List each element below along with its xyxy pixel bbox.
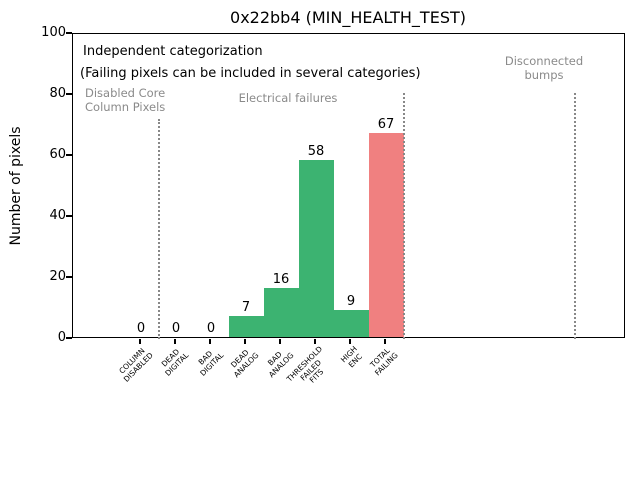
bar-value-label: 7 <box>241 299 251 315</box>
x-tick-mark <box>139 339 141 344</box>
x-tick-mark <box>314 339 316 344</box>
annotation-independent-categorization: Independent categorization <box>83 44 263 59</box>
y-tick-mark <box>66 276 72 278</box>
bar <box>368 132 404 337</box>
y-tick-mark <box>66 154 72 156</box>
bar-value-label: 0 <box>136 321 146 336</box>
y-tick-label: 100 <box>41 25 66 40</box>
y-tick-label: 80 <box>49 86 66 101</box>
y-tick-label: 0 <box>57 330 66 345</box>
bar <box>333 309 369 337</box>
bar-value-label: 16 <box>272 272 290 288</box>
section-label-disabled-core-column-pixels: Disabled Core Column Pixels <box>85 86 166 114</box>
x-tick-mark <box>349 339 351 344</box>
x-tick-mark <box>244 339 246 344</box>
y-tick-label: 20 <box>49 269 66 284</box>
x-tick-mark <box>174 339 176 344</box>
chart-title: 0x22bb4 (MIN_HEALTH_TEST) <box>230 8 466 27</box>
y-tick-mark <box>66 32 72 34</box>
bar-value-label: 67 <box>377 116 395 132</box>
annotation-failing-pixels-note: (Failing pixels can be included in sever… <box>80 66 421 81</box>
y-tick-mark <box>66 215 72 217</box>
y-tick-mark <box>66 337 72 339</box>
x-tick-label: BAD DIGITAL <box>196 348 225 378</box>
bar <box>228 315 264 337</box>
y-tick-label: 40 <box>49 208 66 223</box>
plot-area: 0 0 0 7 16 58 9 67 Independent categorization (… <box>72 33 625 339</box>
y-tick-mark <box>66 93 72 95</box>
y-tick-label: 60 <box>49 147 66 162</box>
bar-value-label: 0 <box>171 321 181 336</box>
bar <box>263 288 299 337</box>
x-tick-label: DEAD DIGITAL <box>159 347 190 378</box>
bar-value-label: 58 <box>307 144 325 160</box>
section-label-electrical-failures: Electrical failures <box>238 91 338 105</box>
y-axis-label: Number of pixels <box>8 126 24 246</box>
x-tick-label: HIGH ENC <box>338 344 364 370</box>
x-tick-label: DEAD ANALOG <box>228 347 260 379</box>
x-tick-mark <box>384 339 386 344</box>
x-tick-label: COLUMN DISABLED <box>117 346 155 384</box>
section-separator-line <box>574 93 576 339</box>
section-separator-line <box>402 93 405 339</box>
x-tick-mark <box>209 339 211 344</box>
bar-value-label: 9 <box>346 293 356 309</box>
bar-value-label: 0 <box>206 321 216 336</box>
bar <box>298 160 334 337</box>
section-label-disconnected-bumps: Disconnected bumps <box>504 54 584 82</box>
x-tick-label: TOTAL FAILING <box>368 346 400 378</box>
section-separator-line <box>157 119 160 339</box>
x-tick-mark <box>279 339 281 344</box>
